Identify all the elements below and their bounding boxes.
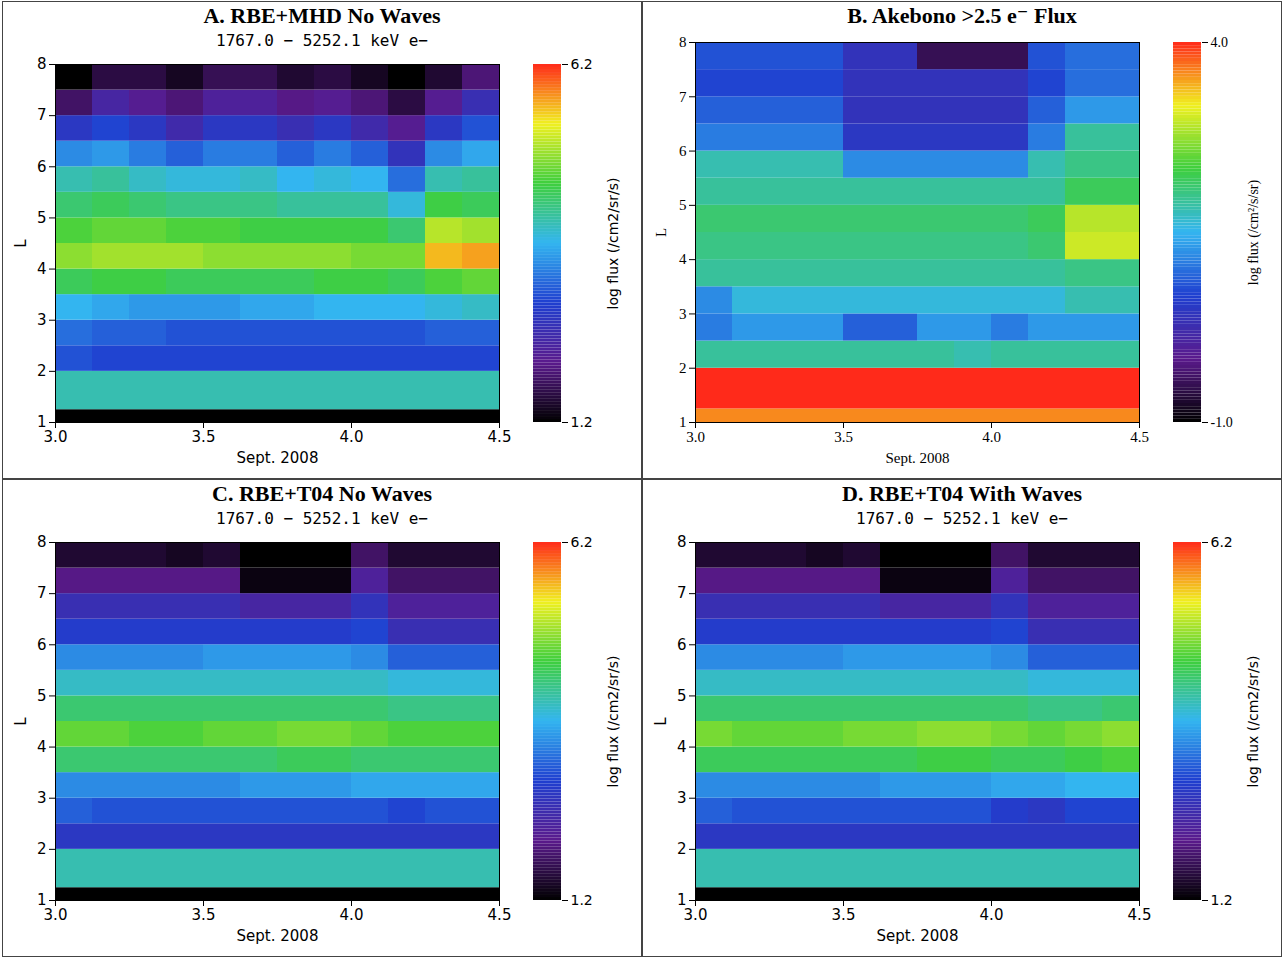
svg-text:3.5: 3.5 (192, 906, 216, 924)
svg-text:4.0: 4.0 (340, 906, 364, 924)
svg-text:2: 2 (679, 360, 687, 376)
svg-text:8: 8 (37, 533, 47, 551)
svg-text:3.5: 3.5 (192, 428, 216, 446)
svg-text:log flux (/cm2/sr/s): log flux (/cm2/sr/s) (1245, 656, 1261, 788)
svg-text:4.5: 4.5 (1130, 429, 1149, 445)
html-text:D. RBE+T04 With Waves: D. RBE+T04 With Waves (842, 481, 1082, 506)
svg-text:3.0: 3.0 (684, 906, 708, 924)
html-text:B. Akebono >2.5 e⁻ Flux: B. Akebono >2.5 e⁻ Flux (847, 3, 1077, 28)
svg-text:3.0: 3.0 (44, 906, 68, 924)
svg-text:1: 1 (37, 891, 47, 910)
svg-text:6.2: 6.2 (571, 534, 593, 550)
svg-text:4.5: 4.5 (488, 428, 512, 446)
html-text:1767.0 − 5252.1 keV e−: 1767.0 − 5252.1 keV e− (856, 509, 1068, 528)
svg-text:Sept. 2008: Sept. 2008 (237, 449, 319, 467)
svg-text:4.0: 4.0 (980, 906, 1004, 924)
svg-text:3: 3 (37, 789, 47, 807)
svg-text:1: 1 (679, 414, 687, 430)
svg-text:8: 8 (677, 533, 687, 551)
svg-text:6.2: 6.2 (1211, 534, 1233, 550)
svg-text:5: 5 (37, 209, 47, 227)
svg-text:4: 4 (37, 260, 47, 278)
svg-text:-1.0: -1.0 (1211, 415, 1233, 430)
svg-text:6: 6 (37, 636, 47, 654)
svg-text:2: 2 (677, 840, 687, 858)
svg-text:log flux (/cm²/s/sr): log flux (/cm²/s/sr) (1246, 180, 1262, 286)
svg-text:8: 8 (679, 34, 687, 50)
svg-text:4: 4 (37, 738, 47, 756)
svg-text:1: 1 (37, 413, 47, 432)
svg-text:3: 3 (37, 311, 47, 329)
svg-text:5: 5 (677, 687, 687, 705)
svg-text:1.2: 1.2 (571, 414, 593, 430)
html-text:1767.0 − 5252.1 keV e−: 1767.0 − 5252.1 keV e− (216, 509, 428, 528)
svg-text:L: L (12, 239, 30, 248)
svg-text:1.2: 1.2 (1211, 892, 1233, 908)
svg-text:4.0: 4.0 (982, 429, 1001, 445)
svg-text:3: 3 (677, 789, 687, 807)
svg-text:3.5: 3.5 (834, 429, 853, 445)
svg-text:3: 3 (679, 306, 687, 322)
svg-text:2: 2 (37, 362, 47, 380)
svg-text:2: 2 (37, 840, 47, 858)
svg-text:6: 6 (37, 158, 47, 176)
svg-text:4.5: 4.5 (488, 906, 512, 924)
svg-text:Sept. 2008: Sept. 2008 (877, 927, 959, 945)
svg-text:7: 7 (37, 106, 47, 124)
svg-text:6.2: 6.2 (571, 56, 593, 72)
svg-text:1.2: 1.2 (571, 892, 593, 908)
svg-text:L: L (12, 717, 30, 726)
svg-text:Sept. 2008: Sept. 2008 (885, 450, 949, 466)
svg-text:6: 6 (677, 636, 687, 654)
svg-text:log flux (/cm2/sr/s): log flux (/cm2/sr/s) (605, 178, 621, 310)
html-text:A. RBE+MHD No Waves: A. RBE+MHD No Waves (203, 3, 441, 28)
html-text:C. RBE+T04 No Waves: C. RBE+T04 No Waves (212, 481, 432, 506)
svg-text:Sept. 2008: Sept. 2008 (237, 927, 319, 945)
svg-text:4.0: 4.0 (1211, 35, 1229, 50)
svg-text:3.0: 3.0 (44, 428, 68, 446)
svg-text:7: 7 (37, 584, 47, 602)
svg-text:4: 4 (679, 251, 687, 267)
svg-text:8: 8 (37, 55, 47, 73)
svg-text:4.0: 4.0 (340, 428, 364, 446)
svg-text:L: L (652, 717, 670, 726)
svg-text:7: 7 (677, 584, 687, 602)
svg-text:L: L (653, 228, 669, 237)
svg-text:5: 5 (37, 687, 47, 705)
svg-text:3.0: 3.0 (686, 429, 705, 445)
svg-text:7: 7 (679, 89, 687, 105)
svg-text:6: 6 (679, 143, 687, 159)
svg-text:1: 1 (677, 891, 687, 910)
svg-text:5: 5 (679, 197, 687, 213)
svg-text:4: 4 (677, 738, 687, 756)
svg-text:log flux (/cm2/sr/s): log flux (/cm2/sr/s) (605, 656, 621, 788)
svg-text:4.5: 4.5 (1128, 906, 1152, 924)
svg-text:3.5: 3.5 (832, 906, 856, 924)
html-text:1767.0 − 5252.1 keV e−: 1767.0 − 5252.1 keV e− (216, 31, 428, 50)
